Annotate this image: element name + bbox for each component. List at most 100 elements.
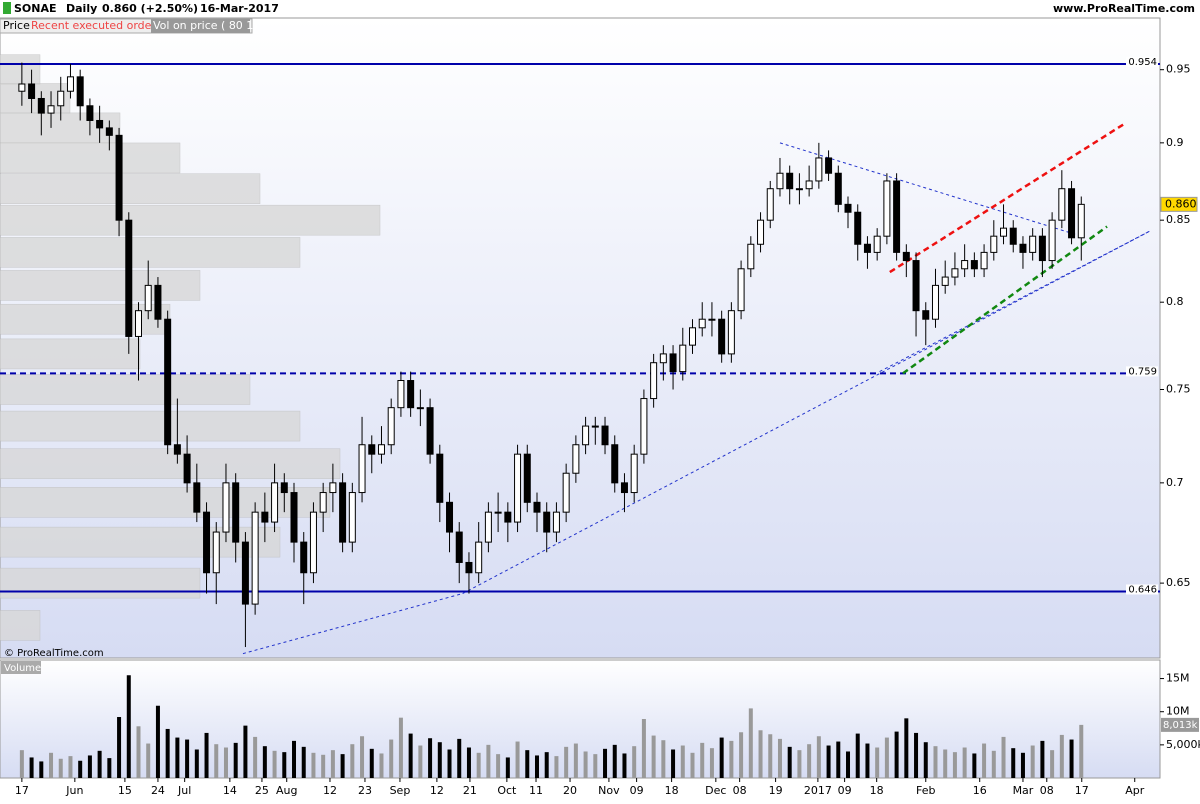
volume-bar (398, 717, 403, 778)
candle-body (1000, 227, 1008, 237)
volume-bar (573, 743, 578, 778)
x-tick-label: 20 (563, 784, 577, 797)
y-tick-label: 0.75 (1166, 383, 1191, 396)
candle-body (669, 353, 677, 373)
candle-body (484, 511, 492, 543)
volume-bar (1040, 740, 1045, 778)
y-tick-label: 0.8 (1166, 295, 1184, 308)
volume-bar (952, 752, 957, 778)
tab[interactable]: Vol on price ( 80 1) (153, 19, 258, 32)
volume-bar (1020, 752, 1025, 778)
x-tick-label: 14 (223, 784, 237, 797)
tab-active (151, 19, 250, 33)
volume-bar (58, 758, 63, 778)
y-tick-label: 0.85 (1166, 213, 1191, 226)
volume-profile-bar (0, 374, 251, 405)
volume-bar (777, 738, 782, 778)
volume-bar (700, 742, 705, 778)
last-volume-box (1161, 717, 1199, 732)
volume-y-tick-label: 15M (1166, 672, 1190, 685)
candle-body (931, 284, 939, 320)
volume-bar (933, 746, 938, 778)
volume-bar (466, 747, 471, 778)
last-volume-label: 8,013k (1163, 720, 1198, 731)
x-tick-label: Feb (916, 784, 935, 797)
candle-body (893, 180, 901, 253)
x-tick-label: Aug (276, 784, 297, 797)
volume-bar (962, 747, 967, 778)
candle-body (523, 453, 531, 503)
volume-bar (29, 757, 34, 778)
x-tick-label: Oct (497, 784, 517, 797)
x-tick-label: 23 (358, 784, 372, 797)
x-tick-label: Nov (598, 784, 620, 797)
candle-body (766, 188, 774, 221)
volume-bar (787, 746, 792, 778)
level-label-bg (1126, 57, 1158, 68)
candle-body (232, 482, 240, 543)
x-tick-label: 09 (630, 784, 644, 797)
volume-bar (515, 741, 520, 778)
volume-bar (379, 753, 384, 778)
volume-tab[interactable]: Volume (4, 663, 41, 674)
tab[interactable]: Recent executed orders (31, 19, 162, 32)
volume-bar (1079, 724, 1084, 778)
volume-profile-bar (0, 303, 171, 335)
last-price-box (1160, 196, 1198, 212)
volume-bar (389, 739, 394, 778)
header-bar (0, 0, 1200, 17)
candle-body (426, 407, 434, 455)
volume-bar (253, 736, 258, 778)
candle-body (679, 344, 687, 373)
candle-body (309, 511, 317, 574)
volume-bar (194, 749, 199, 778)
volume-bar (223, 747, 228, 778)
candle-body (28, 83, 36, 99)
volume-bar (1059, 734, 1064, 778)
candle-body (630, 453, 638, 494)
candle-body (368, 444, 376, 455)
candle-body (154, 284, 162, 320)
candle-body (552, 511, 560, 533)
level-label: 0.646 (1128, 584, 1157, 595)
candle-body (377, 444, 385, 455)
x-tick-label: 12 (323, 784, 337, 797)
candle-body (562, 472, 570, 513)
volume-bar (816, 736, 821, 778)
x-tick-label: 09 (838, 784, 852, 797)
volume-bar (78, 760, 83, 778)
candle-body (757, 219, 765, 245)
volume-bar (846, 751, 851, 778)
candle-body (533, 501, 541, 513)
volume-bar (272, 750, 277, 778)
candle-body (222, 482, 230, 533)
tab[interactable]: Price (3, 19, 30, 32)
volume-bar (68, 756, 73, 778)
volume-bar (126, 675, 131, 778)
last-price-label: 0.860 (1165, 197, 1197, 210)
candle-body (504, 511, 512, 523)
volume-bar (875, 747, 880, 778)
volume-profile-bar (0, 448, 341, 479)
volume-bar (972, 753, 977, 778)
x-tick-label: 19 (769, 784, 783, 797)
volume-bar (39, 761, 44, 778)
candle-body (358, 444, 366, 494)
x-tick-label: 16 (973, 784, 987, 797)
volume-bar (418, 745, 423, 778)
candle-body (922, 310, 930, 320)
candle-body (786, 172, 794, 190)
volume-bar (544, 752, 549, 778)
volume-tab-bg (1, 661, 41, 674)
candle-body (203, 511, 211, 574)
volume-bar (243, 725, 248, 778)
y-tick-label: 0.7 (1166, 476, 1184, 489)
volume-profile-bar (0, 270, 201, 301)
candle-body (96, 119, 104, 129)
candle-body (290, 492, 298, 543)
volume-bar (671, 749, 676, 778)
x-tick-label: 12 (430, 784, 444, 797)
candle-body (902, 251, 910, 262)
candle-body (57, 90, 65, 107)
candle-body (640, 398, 648, 455)
